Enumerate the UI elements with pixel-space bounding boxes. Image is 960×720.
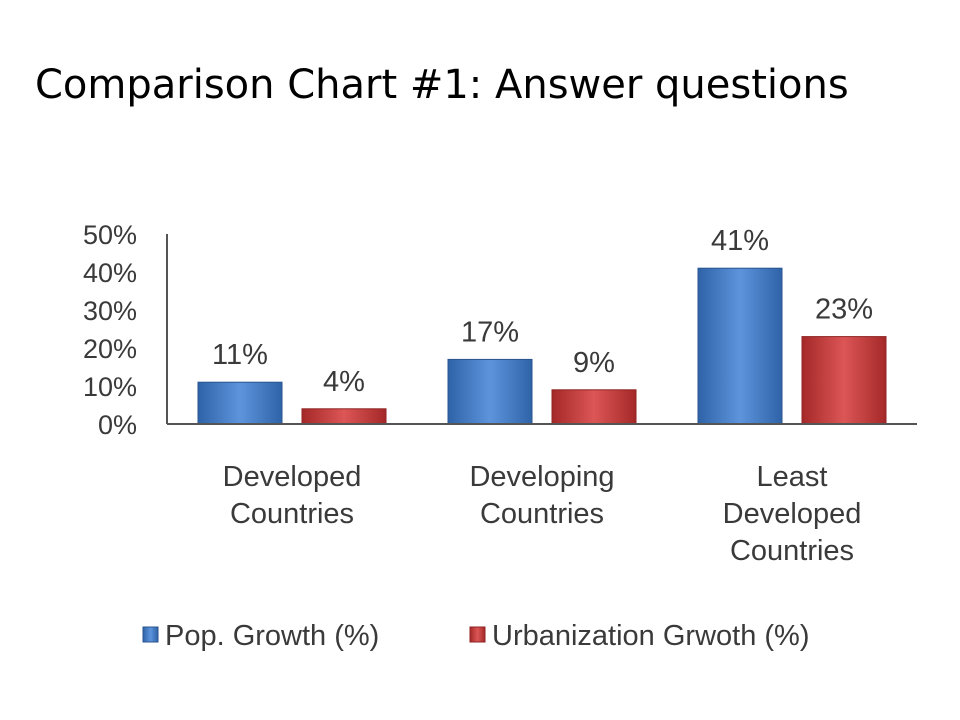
data-label: 17% [461,316,519,348]
category-label-line: Developing [469,461,614,493]
data-labels: 11% 4% 17% 9% 41% 23% [212,225,873,398]
bar-pop-growth [197,381,283,425]
data-label: 23% [815,294,873,326]
legend: Pop. Growth (%) Urbanization Grwoth (%) [142,620,810,652]
category-label-line: Developed [723,498,862,530]
axes [166,234,917,425]
bar-urbanization-growth [301,408,387,425]
category-label: Least Developed Countries [723,461,862,567]
data-label: 11% [212,339,268,371]
category-label-line: Countries [230,498,354,530]
legend-swatch [469,626,486,643]
data-label: 41% [711,225,769,257]
category-label-line: Developed [223,461,362,493]
bar-urbanization-growth [551,389,637,425]
bar-pop-growth [697,267,783,425]
data-label: 4% [323,366,365,398]
category-label: Developing Countries [469,461,614,530]
category-label-line: Countries [730,535,854,567]
legend-swatch [142,626,159,643]
category-label-line: Least [757,461,828,493]
data-label: 9% [573,347,615,379]
y-tick-label: 40% [83,258,137,288]
legend-label: Pop. Growth (%) [165,620,379,652]
legend-label: Urbanization Grwoth (%) [492,620,810,652]
slide-title: Comparison Chart #1: Answer questions [35,62,849,108]
y-tick-label: 20% [83,334,137,364]
bar-pop-growth [447,358,533,425]
y-axis-ticks: 0% 10% 20% 30% 40% 50% [83,220,137,440]
category-label-line: Countries [480,498,604,530]
y-tick-label: 10% [83,372,137,402]
bars [197,267,887,425]
category-label: Developed Countries [223,461,362,530]
y-tick-label: 50% [83,220,137,250]
y-tick-label: 0% [98,410,137,440]
bar-urbanization-growth [801,336,887,425]
y-tick-label: 30% [83,296,137,326]
